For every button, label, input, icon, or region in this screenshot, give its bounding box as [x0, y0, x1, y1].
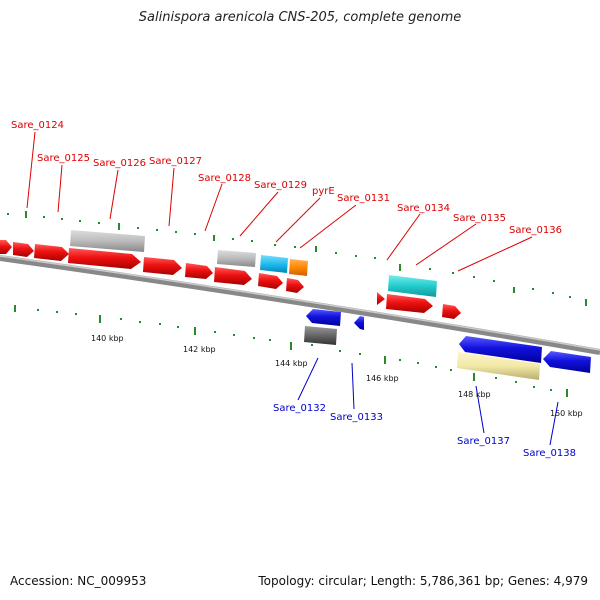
- gene-label-sare-0137: Sare_0137: [457, 436, 510, 447]
- forward-cds-arrow: [442, 304, 461, 319]
- gene-label-sare-0138: Sare_0138: [523, 448, 576, 459]
- genome-backbone-highlight: [0, 255, 600, 351]
- map-title: Salinispora arenicola CNS-205, complete …: [138, 10, 462, 25]
- kbp-label-144: 144 kbp: [275, 359, 308, 368]
- gene-label-sare-0124: Sare_0124: [11, 120, 64, 131]
- reverse-cds-arrow: [543, 351, 591, 373]
- kbp-label-148: 148 kbp: [458, 390, 491, 399]
- forward-cds-arrow: [185, 263, 213, 279]
- tick-row-top: [7, 211, 587, 306]
- forward-cds-arrow: [286, 278, 304, 293]
- accession-label: Accession: NC_009953: [10, 574, 147, 588]
- gene-label-sare-0134: Sare_0134: [397, 203, 450, 214]
- gene-bar: [217, 250, 256, 267]
- kbp-label-142: 142 kbp: [183, 345, 216, 354]
- feature-box-orange: [289, 259, 308, 276]
- forward-cds-arrow: [0, 240, 12, 254]
- kbp-label-150: 150 kbp: [550, 409, 583, 418]
- gene-label-sare-0125: Sare_0125: [37, 153, 90, 164]
- gene-bar-khaki: [457, 352, 540, 380]
- forward-cds-arrow: [143, 257, 182, 275]
- feature-box-teal: [388, 275, 437, 297]
- feature-box-cyan: [260, 255, 288, 273]
- forward-cds-arrow: [258, 273, 283, 289]
- kbp-label-140: 140 kbp: [91, 334, 124, 343]
- bottom-label-leaders: [297, 357, 559, 446]
- forward-cds-arrow: [13, 242, 34, 257]
- reverse-cds-arrow: [354, 316, 364, 330]
- gene-label-sare-0127: Sare_0127: [149, 156, 202, 167]
- top-label-leaders: [26, 131, 533, 272]
- kbp-label-146: 146 kbp: [366, 374, 399, 383]
- gene-bar: [70, 230, 145, 252]
- tick-row-bottom: [14, 305, 568, 397]
- genome-backbone: [0, 255, 600, 355]
- rna-bar: [304, 326, 337, 345]
- genome-summary: Topology: circular; Length: 5,786,361 bp…: [258, 574, 588, 588]
- gene-label-sare-0126: Sare_0126: [93, 158, 146, 169]
- forward-cds-arrow: [68, 248, 141, 269]
- forward-cds-arrow: [377, 292, 385, 305]
- reverse-cds-arrow: [306, 309, 341, 326]
- gene-label-pyre: pyrE: [312, 186, 335, 197]
- forward-cds-arrow: [214, 267, 252, 285]
- forward-cds-arrow: [34, 244, 69, 261]
- gene-label-sare-0131: Sare_0131: [337, 193, 390, 204]
- gene-label-sare-0128: Sare_0128: [198, 173, 251, 184]
- gene-label-sare-0132: Sare_0132: [273, 403, 326, 414]
- gene-label-sare-0136: Sare_0136: [509, 225, 562, 236]
- gene-label-sare-0135: Sare_0135: [453, 213, 506, 224]
- gene-label-sare-0129: Sare_0129: [254, 180, 307, 191]
- reverse-cds-arrow: [459, 336, 542, 363]
- gene-label-sare-0133: Sare_0133: [330, 412, 383, 423]
- forward-cds-arrow: [386, 294, 433, 313]
